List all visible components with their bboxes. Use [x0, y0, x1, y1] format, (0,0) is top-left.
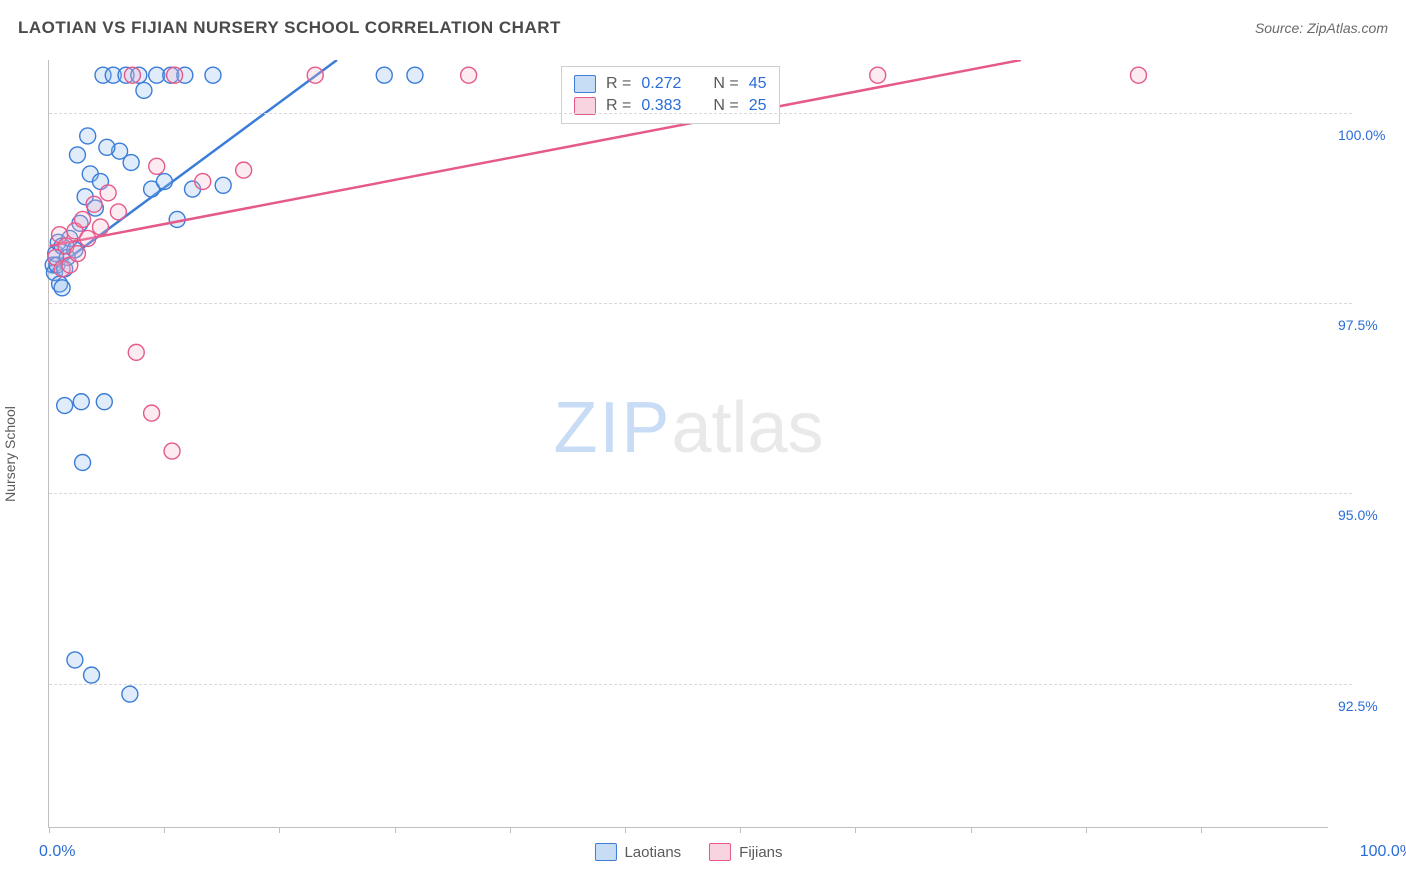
- y-tick-label: 100.0%: [1338, 127, 1406, 143]
- x-tick: [510, 827, 511, 833]
- data-point-laotians: [84, 667, 100, 683]
- x-tick: [395, 827, 396, 833]
- legend-swatch-laotians: [594, 843, 616, 861]
- legend-swatch-fijians: [709, 843, 731, 861]
- data-point-laotians: [54, 280, 70, 296]
- x-tick: [164, 827, 165, 833]
- x-tick: [49, 827, 50, 833]
- gridline-h: [49, 493, 1352, 494]
- data-point-laotians: [69, 147, 85, 163]
- y-tick-label: 92.5%: [1338, 698, 1406, 714]
- data-point-laotians: [123, 155, 139, 171]
- x-axis-min-label: 0.0%: [39, 843, 75, 861]
- stats-n-label-0: N =: [713, 75, 738, 93]
- data-point-fijians: [461, 67, 477, 83]
- stats-r-label-0: R =: [606, 75, 631, 93]
- data-point-fijians: [69, 246, 85, 262]
- y-axis-label: Nursery School: [2, 406, 18, 502]
- data-point-fijians: [110, 204, 126, 220]
- data-point-laotians: [215, 177, 231, 193]
- data-point-laotians: [376, 67, 392, 83]
- x-tick: [1086, 827, 1087, 833]
- data-point-fijians: [92, 219, 108, 235]
- x-tick: [740, 827, 741, 833]
- chart-title: LAOTIAN VS FIJIAN NURSERY SCHOOL CORRELA…: [18, 18, 561, 38]
- stats-r-value-0: 0.272: [641, 75, 681, 93]
- data-point-laotians: [80, 128, 96, 144]
- data-point-fijians: [307, 67, 323, 83]
- legend-item-laotians: Laotians: [594, 843, 681, 861]
- data-point-laotians: [122, 686, 138, 702]
- x-tick: [625, 827, 626, 833]
- legend-label-laotians: Laotians: [624, 844, 681, 861]
- source-label: Source: ZipAtlas.com: [1255, 20, 1388, 36]
- data-point-fijians: [195, 174, 211, 190]
- data-point-fijians: [80, 230, 96, 246]
- bottom-legend: Laotians Fijians: [594, 843, 782, 861]
- data-point-fijians: [164, 443, 180, 459]
- data-point-fijians: [75, 211, 91, 227]
- data-point-laotians: [156, 174, 172, 190]
- trend-line-fijians: [49, 60, 1021, 246]
- data-point-fijians: [128, 344, 144, 360]
- data-point-laotians: [136, 82, 152, 98]
- legend-label-fijians: Fijians: [739, 844, 782, 861]
- data-point-fijians: [870, 67, 886, 83]
- scatter-svg: [49, 60, 1328, 827]
- gridline-h: [49, 684, 1352, 685]
- stats-swatch-laotians: [574, 75, 596, 93]
- gridline-h: [49, 113, 1352, 114]
- data-point-fijians: [1130, 67, 1146, 83]
- data-point-laotians: [205, 67, 221, 83]
- stats-legend-box: R = 0.272 N = 45 R = 0.383 N = 25: [561, 66, 780, 124]
- x-tick: [971, 827, 972, 833]
- data-point-laotians: [407, 67, 423, 83]
- plot-area: ZIPatlas R = 0.272 N = 45 R = 0.383 N = …: [48, 60, 1328, 828]
- data-point-fijians: [149, 158, 165, 174]
- data-point-fijians: [124, 67, 140, 83]
- data-point-laotians: [99, 139, 115, 155]
- y-tick-label: 97.5%: [1338, 317, 1406, 333]
- data-point-fijians: [100, 185, 116, 201]
- stats-row-laotians: R = 0.272 N = 45: [574, 73, 767, 95]
- data-point-laotians: [67, 652, 83, 668]
- x-tick: [1201, 827, 1202, 833]
- x-tick: [855, 827, 856, 833]
- data-point-laotians: [96, 394, 112, 410]
- gridline-h: [49, 303, 1352, 304]
- data-point-fijians: [167, 67, 183, 83]
- y-tick-label: 95.0%: [1338, 507, 1406, 523]
- data-point-fijians: [236, 162, 252, 178]
- x-axis-max-label: 100.0%: [1360, 843, 1406, 861]
- stats-n-value-0: 45: [749, 75, 767, 93]
- x-tick: [279, 827, 280, 833]
- data-point-fijians: [86, 196, 102, 212]
- data-point-fijians: [144, 405, 160, 421]
- legend-item-fijians: Fijians: [709, 843, 782, 861]
- data-point-laotians: [73, 394, 89, 410]
- data-point-laotians: [57, 398, 73, 414]
- data-point-laotians: [75, 454, 91, 470]
